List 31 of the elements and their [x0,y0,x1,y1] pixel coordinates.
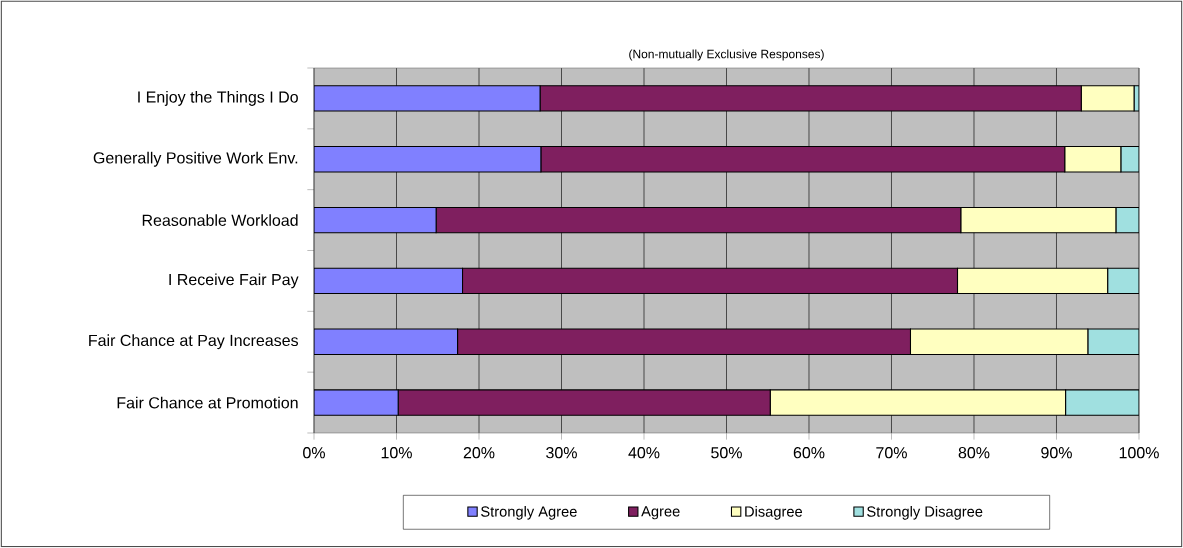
bar [314,85,541,112]
x-tick-label: 70% [876,447,907,459]
x-tick-label: 40% [628,447,660,459]
legend-label: Strongly Disagree [867,505,983,520]
y-tick-label: Reasonable Workload [142,214,298,226]
chart-title: (Non-mutually Exclusive Responses) [629,49,824,61]
legend-label: Strongly Agree [481,505,577,520]
bar [314,206,437,234]
legend-label: Agree [641,506,680,520]
legend-label: Disagree [745,505,803,520]
bar [314,146,542,173]
y-tick-label: I Enjoy the Things I Do [138,90,298,106]
x-tick-label: 10% [381,447,412,459]
bar [1065,389,1139,416]
y-tick-label: Fair Chance at Pay Increases [89,334,299,350]
bar [314,267,464,295]
x-tick-label: 100% [1119,447,1159,459]
bar [1107,267,1139,295]
bar [314,389,399,416]
x-tick-label: 90% [1041,447,1072,459]
x-tick-label: 0% [303,447,325,459]
y-tick-label: Generally Positive Work Env. [93,151,298,167]
bar [1087,328,1139,355]
bar [314,328,459,355]
x-tick-label: 60% [793,447,825,459]
x-tick-label: 80% [958,447,990,459]
x-tick-label: 30% [546,447,577,459]
y-tick-label: I Receive Fair Pay [169,273,299,289]
x-tick-label: 20% [463,447,495,459]
y-tick-label: Fair Chance at Promotion [117,396,298,409]
x-tick-label: 50% [711,447,742,459]
